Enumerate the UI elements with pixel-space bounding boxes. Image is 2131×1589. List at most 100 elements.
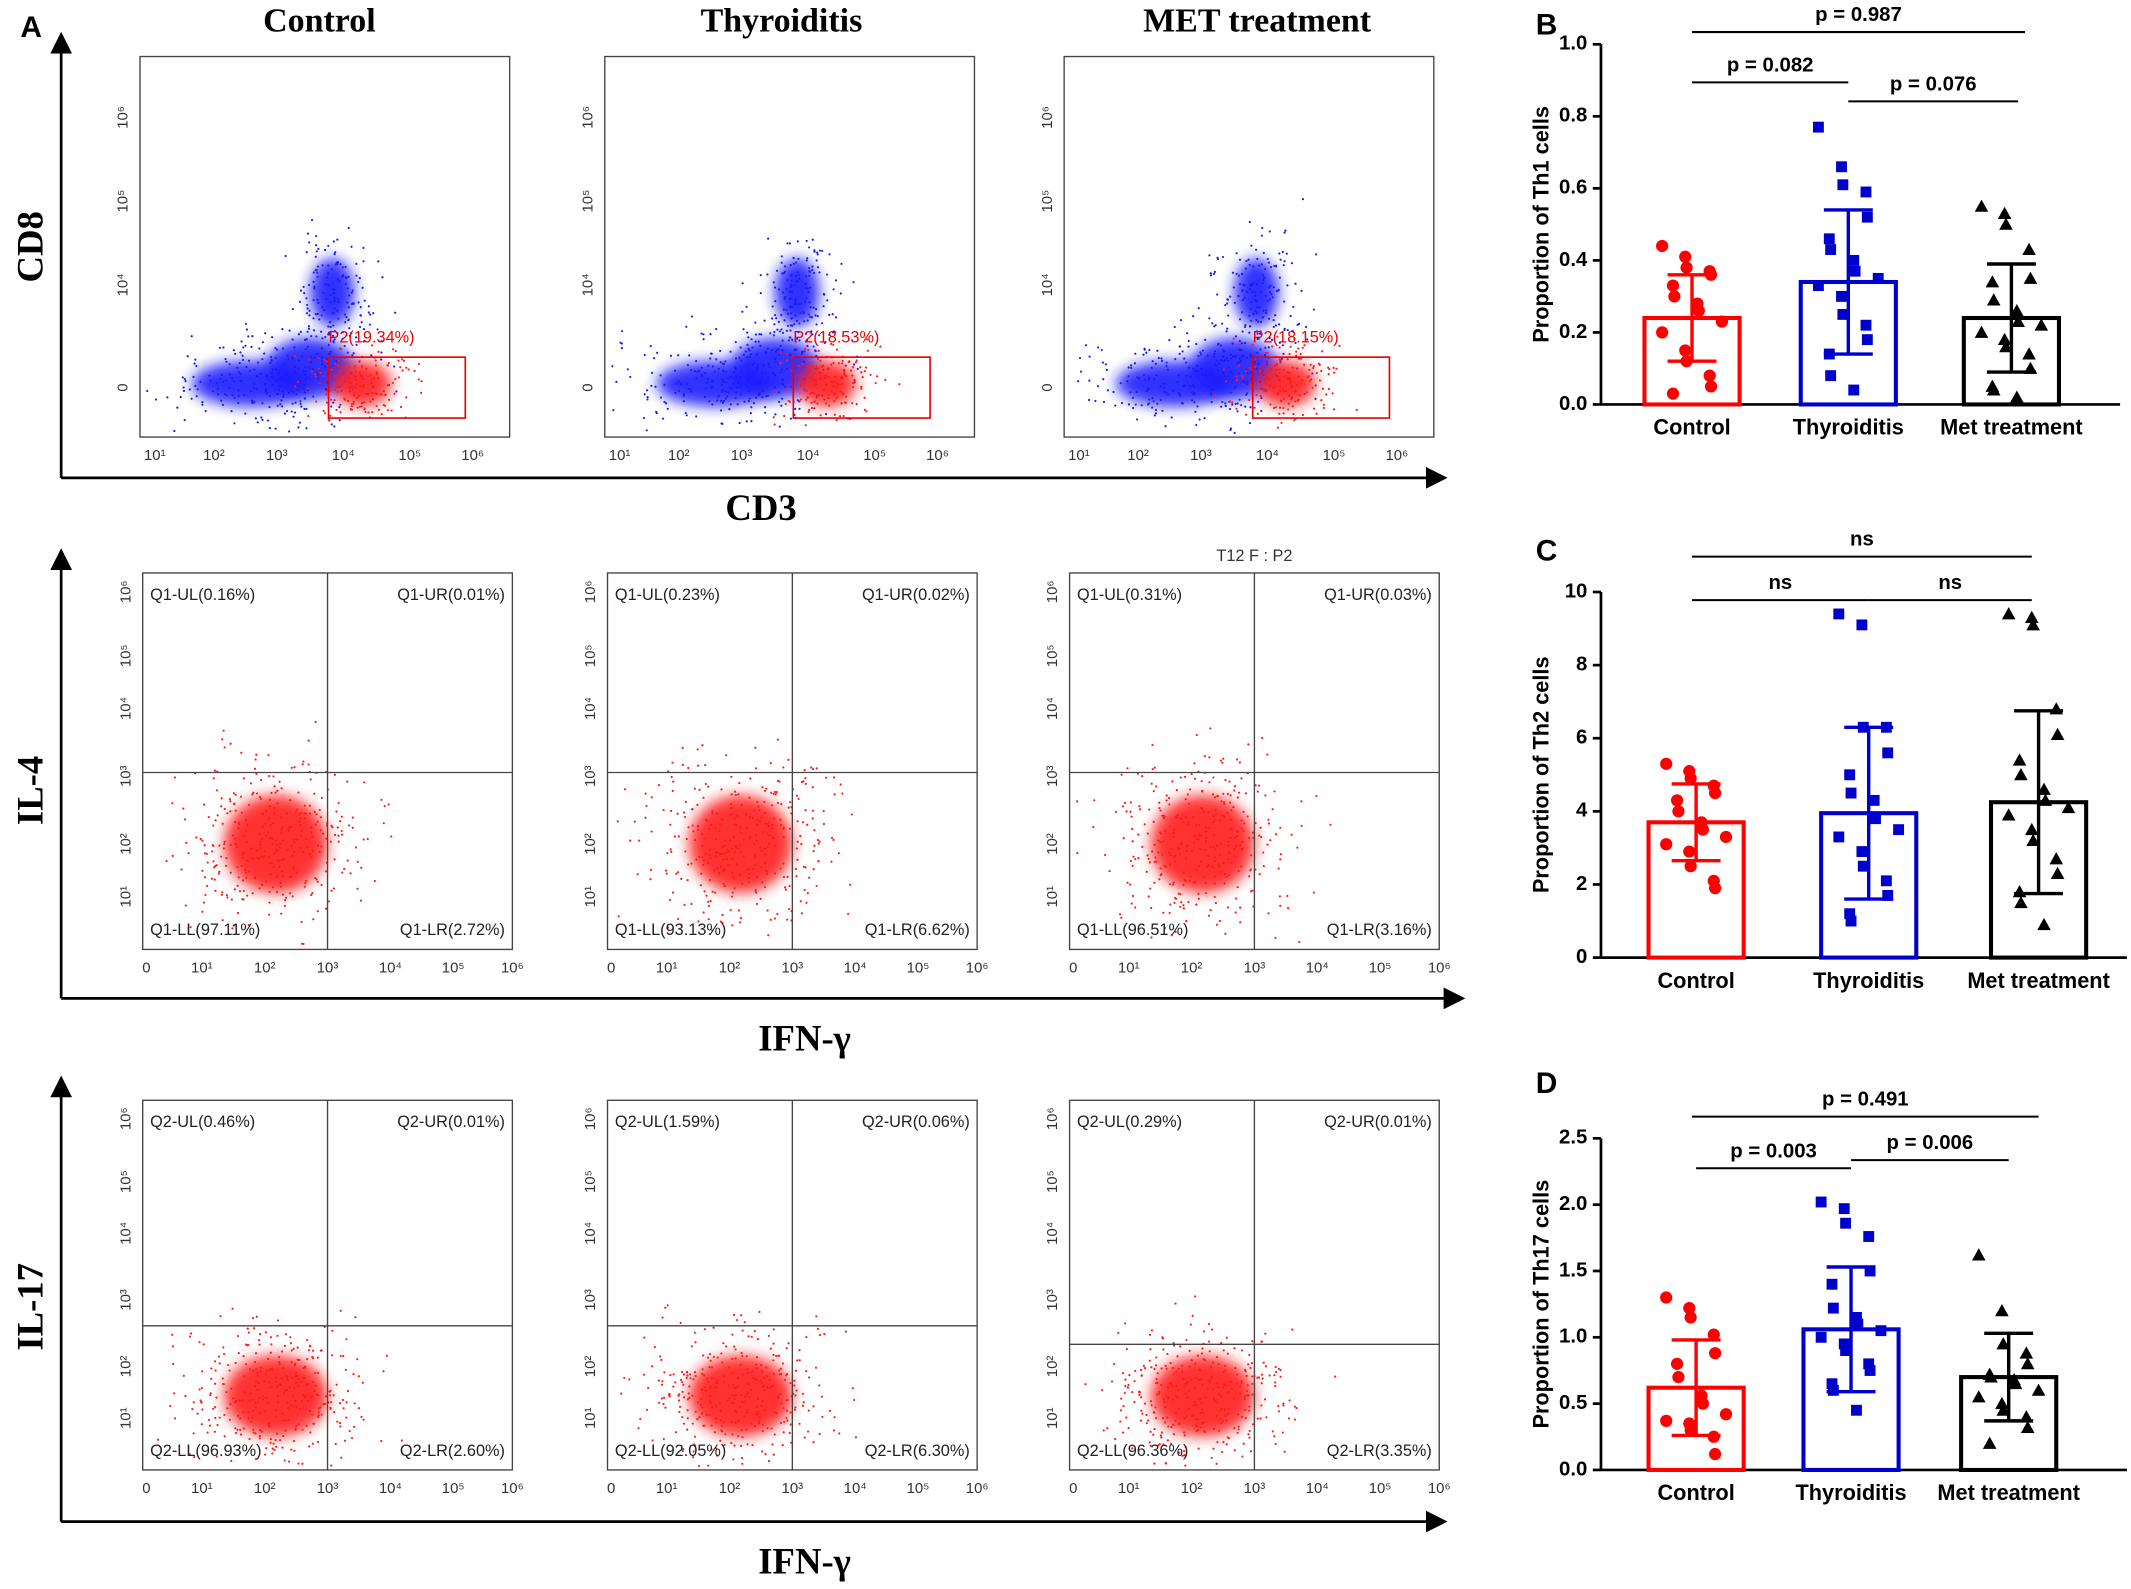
event-dot bbox=[682, 392, 686, 395]
event-dot bbox=[1208, 1378, 1212, 1381]
event-dot bbox=[746, 1409, 749, 1412]
event-dot bbox=[303, 812, 306, 815]
event-dot bbox=[711, 403, 714, 406]
event-dot bbox=[786, 242, 789, 245]
event-dot bbox=[353, 1425, 356, 1428]
event-dot bbox=[322, 832, 325, 835]
event-dot bbox=[644, 792, 647, 795]
event-dot bbox=[302, 285, 305, 289]
event-dot bbox=[1192, 881, 1195, 884]
event-dot bbox=[1225, 357, 1228, 360]
event-dot bbox=[1271, 1430, 1274, 1433]
event-dot bbox=[184, 379, 187, 383]
event-dot bbox=[720, 384, 724, 387]
event-dot bbox=[200, 1401, 203, 1404]
event-dot bbox=[1287, 378, 1290, 381]
event-dot bbox=[1269, 403, 1272, 406]
data-point bbox=[1823, 348, 1835, 360]
event-dot bbox=[1228, 851, 1231, 854]
event-dot bbox=[330, 398, 333, 401]
event-dot bbox=[832, 343, 835, 346]
event-dot bbox=[709, 1385, 712, 1388]
data-point bbox=[1719, 830, 1733, 844]
event-dot bbox=[332, 240, 335, 243]
event-dot bbox=[753, 1425, 757, 1428]
event-dot bbox=[1148, 861, 1151, 864]
event-dot bbox=[1198, 1378, 1201, 1382]
event-dot bbox=[729, 350, 732, 353]
event-dot bbox=[270, 1385, 274, 1388]
event-dot bbox=[308, 309, 311, 312]
event-dot bbox=[1199, 860, 1202, 863]
x-tick-label: 10⁴ bbox=[1306, 959, 1329, 976]
event-dot bbox=[692, 1378, 695, 1381]
event-dot bbox=[1117, 1331, 1120, 1334]
event-dot bbox=[1179, 776, 1182, 779]
event-dot bbox=[272, 1442, 275, 1445]
event-dot bbox=[687, 387, 690, 390]
event-dot bbox=[705, 1377, 709, 1380]
event-dot bbox=[838, 415, 842, 418]
data-point bbox=[1670, 794, 1684, 807]
event-dot bbox=[1247, 1394, 1250, 1397]
event-dot bbox=[252, 1428, 255, 1431]
event-dot bbox=[1202, 1330, 1206, 1333]
event-dot bbox=[1186, 793, 1189, 796]
event-dot bbox=[304, 365, 307, 369]
event-dot bbox=[1141, 1412, 1144, 1415]
event-dot bbox=[172, 1362, 175, 1366]
event-dot bbox=[1310, 378, 1313, 381]
event-dot bbox=[735, 391, 738, 394]
event-dot bbox=[789, 1423, 792, 1426]
event-dot bbox=[783, 1378, 787, 1382]
event-dot bbox=[363, 408, 366, 411]
event-dot bbox=[255, 1315, 258, 1318]
event-dot bbox=[690, 315, 694, 318]
event-dot bbox=[1170, 934, 1173, 937]
event-dot bbox=[812, 306, 815, 309]
event-dot bbox=[339, 1425, 342, 1428]
panel-label: C bbox=[1536, 534, 1558, 567]
event-dot bbox=[830, 836, 834, 840]
event-dot bbox=[1175, 1370, 1178, 1373]
event-dot bbox=[809, 306, 812, 309]
event-dot bbox=[702, 796, 705, 799]
event-dot bbox=[289, 892, 292, 895]
event-dot bbox=[730, 775, 733, 778]
event-dot bbox=[320, 796, 324, 799]
event-dot bbox=[763, 319, 766, 322]
event-dot bbox=[628, 1378, 631, 1381]
event-dot bbox=[798, 322, 801, 325]
event-dot bbox=[241, 856, 244, 859]
event-dot bbox=[705, 1413, 708, 1416]
event-dot bbox=[714, 838, 717, 841]
event-dot bbox=[243, 1391, 246, 1394]
event-dot bbox=[291, 402, 294, 405]
event-dot bbox=[1214, 813, 1217, 816]
density-cloud bbox=[265, 338, 355, 400]
event-dot bbox=[1215, 1462, 1218, 1465]
event-dot bbox=[1218, 362, 1221, 365]
event-dot bbox=[717, 367, 720, 370]
event-dot bbox=[298, 385, 301, 388]
event-dot bbox=[1208, 254, 1211, 257]
event-dot bbox=[749, 816, 752, 819]
event-dot bbox=[332, 887, 336, 890]
event-dot bbox=[301, 850, 305, 854]
x-tick-label: 10² bbox=[203, 447, 225, 464]
event-dot bbox=[1230, 861, 1234, 864]
event-dot bbox=[701, 1368, 704, 1371]
event-dot bbox=[749, 777, 752, 780]
data-point bbox=[1684, 860, 1697, 873]
event-dot bbox=[739, 916, 742, 919]
event-dot bbox=[1138, 805, 1141, 808]
event-dot bbox=[339, 377, 342, 380]
event-dot bbox=[743, 400, 746, 403]
event-dot bbox=[246, 823, 249, 827]
event-dot bbox=[1233, 301, 1236, 304]
event-dot bbox=[1192, 834, 1196, 837]
event-dot bbox=[1269, 839, 1272, 842]
event-dot bbox=[646, 396, 649, 399]
event-dot bbox=[711, 812, 714, 815]
event-dot bbox=[276, 789, 279, 792]
